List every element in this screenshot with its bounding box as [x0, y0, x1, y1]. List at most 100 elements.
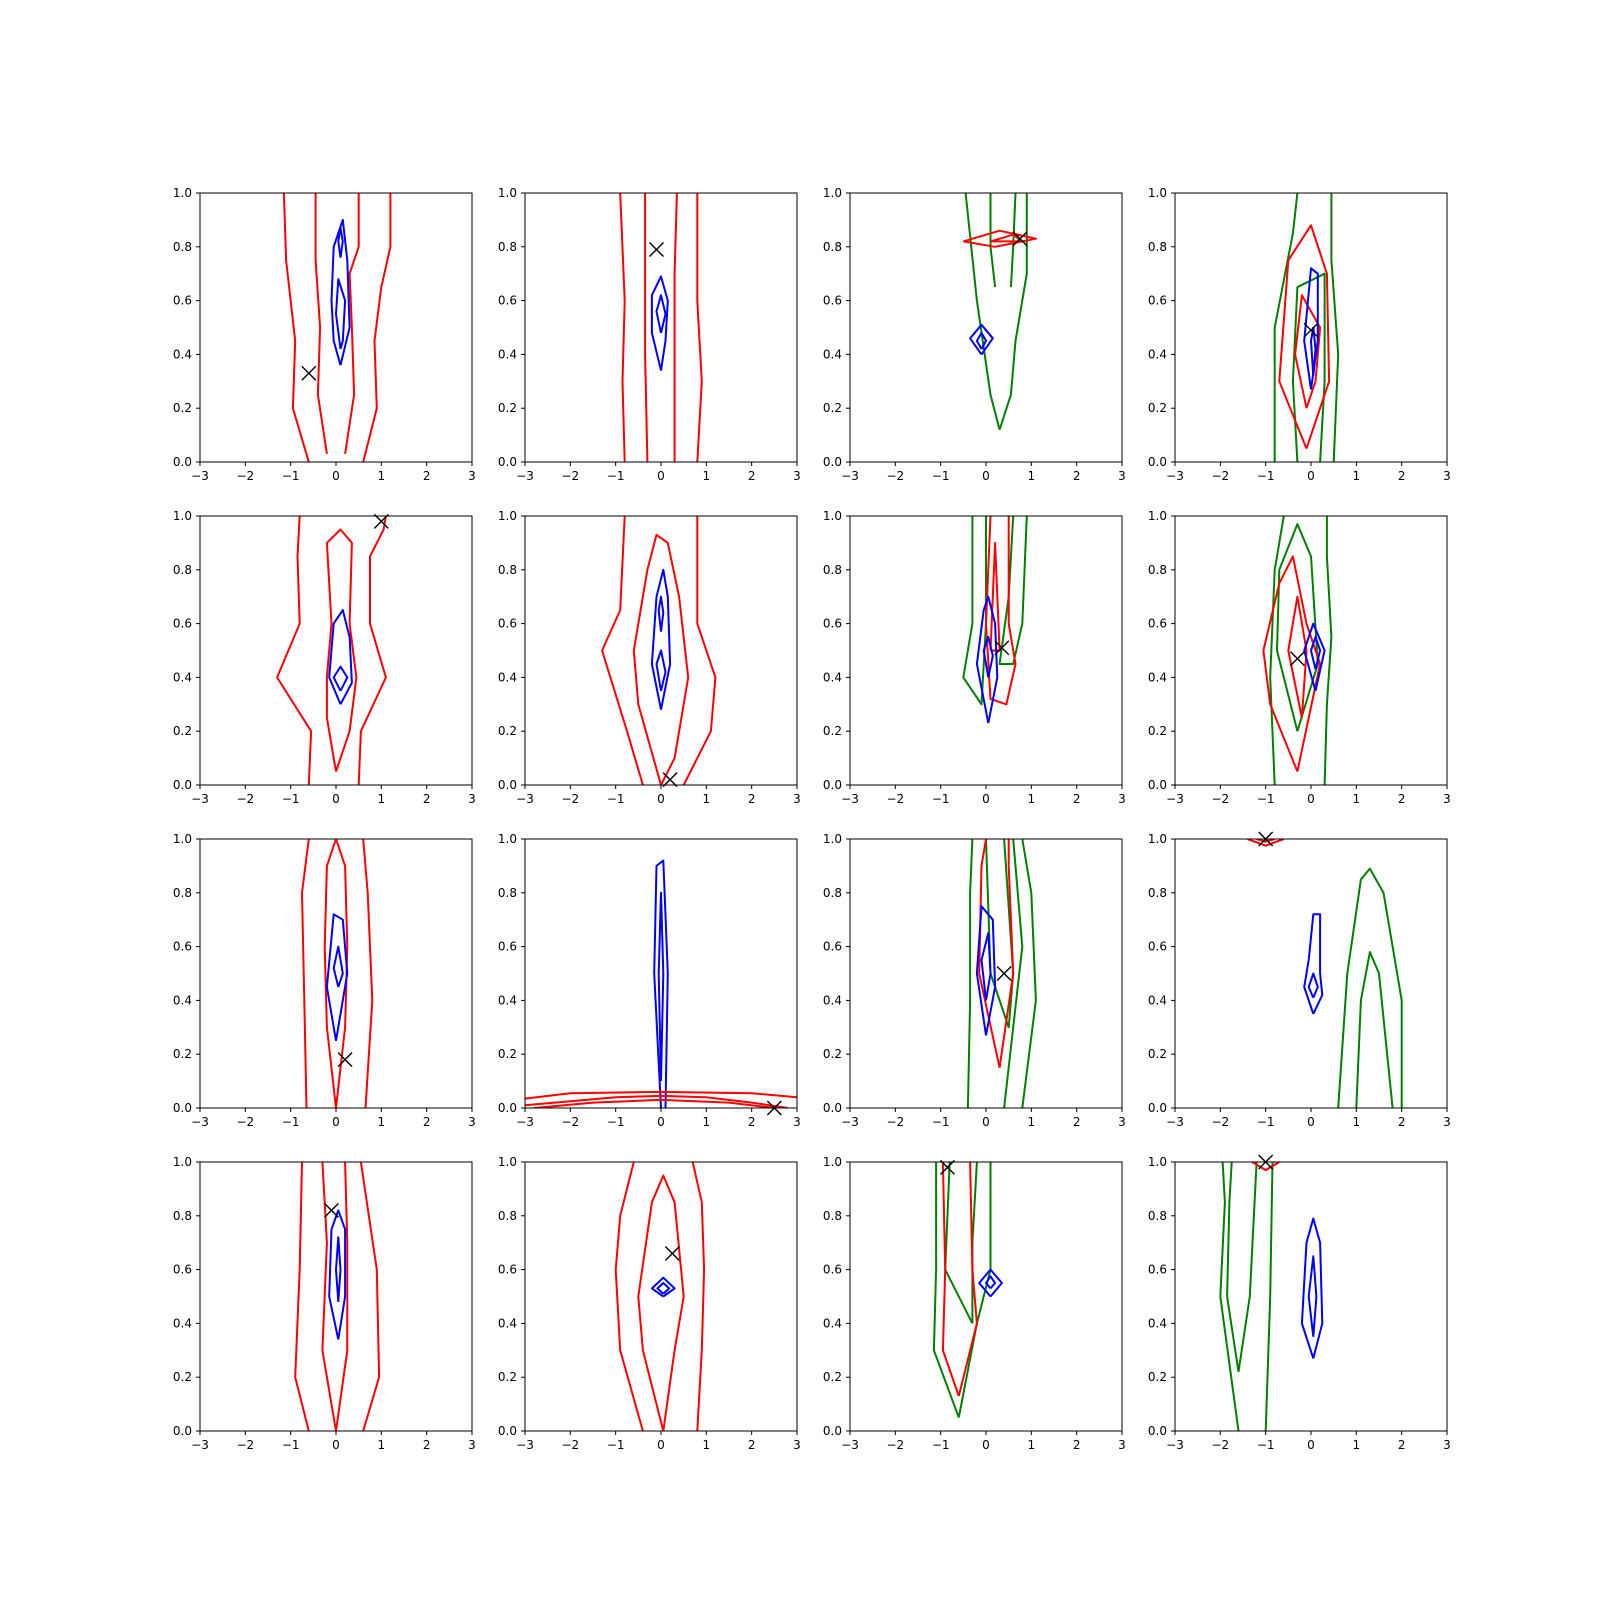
contour-red-2	[362, 839, 374, 1108]
y-tick-label: 0.8	[498, 1209, 517, 1223]
plot-area	[301, 839, 374, 1108]
y-tick-label: 0.4	[1148, 347, 1167, 361]
y-tick-label: 1.0	[173, 832, 192, 846]
x-marker	[1258, 831, 1274, 847]
x-tick-label: −2	[561, 1438, 579, 1452]
x-tick-label: −1	[607, 1115, 625, 1129]
x-tick-label: 1	[1028, 792, 1036, 806]
x-tick-label: 3	[468, 1115, 476, 1129]
contour-green-2	[1021, 839, 1037, 1108]
panel-10: −3 −2 −1 0 1 2 3 0.0 0.2 0.4 0.6 0.8 1.0	[498, 832, 801, 1129]
y-tick-label: 1.0	[498, 1155, 517, 1169]
contour-blue-8	[985, 1275, 997, 1290]
y-tick-label: 0.8	[823, 240, 842, 254]
x-tick-label: −2	[886, 1115, 904, 1129]
y-tick-label: 0.4	[1148, 1316, 1167, 1330]
contour-red-5	[1251, 1162, 1280, 1172]
contour-blue-4	[650, 568, 672, 710]
contour-red-3	[985, 516, 1017, 706]
contour-red-1	[614, 1162, 644, 1431]
x-marker	[1303, 322, 1319, 338]
contour-green-1	[1269, 516, 1285, 785]
y-tick-label: 1.0	[173, 509, 192, 523]
contour-red-2	[359, 1162, 381, 1431]
x-tick-label: −2	[1211, 1115, 1229, 1129]
x-tick-label: 2	[423, 469, 431, 483]
contour-red-5	[963, 229, 1037, 248]
y-tick-label: 0.6	[1148, 294, 1167, 308]
y-tick-label: 0.6	[498, 294, 517, 308]
y-tick-label: 0.8	[1148, 240, 1167, 254]
x-tick-label: 2	[1398, 469, 1406, 483]
contour-blue-7	[337, 227, 344, 258]
x-tick-label: 3	[793, 1115, 801, 1129]
y-tick-label: 0.8	[498, 886, 517, 900]
panel-6: −3 −2 −1 0 1 2 3 0.0 0.2 0.4 0.6 0.8 1.0	[498, 509, 801, 806]
x-tick-label: 1	[378, 1438, 386, 1452]
y-tick-label: 0.4	[823, 347, 842, 361]
plot-area	[282, 193, 392, 462]
x-tick-label: 1	[378, 469, 386, 483]
x-tick-label: 1	[1028, 469, 1036, 483]
axes-frame	[199, 515, 473, 786]
x-tick-label: 0	[332, 1115, 340, 1129]
contour-red-6	[990, 233, 1024, 243]
contour-blue-6	[1303, 267, 1319, 390]
y-tick-label: 0.4	[173, 670, 192, 684]
x-tick-label: 0	[982, 1438, 990, 1452]
contour-red-1	[1247, 839, 1285, 847]
contour-red-3	[321, 1162, 337, 1431]
y-tick-label: 0.2	[498, 1370, 517, 1384]
contour-blue-7	[969, 323, 994, 355]
x-tick-label: 3	[1443, 792, 1451, 806]
axes-frame	[849, 838, 1123, 1109]
plot-area	[1262, 516, 1333, 785]
x-tick-label: −1	[282, 469, 300, 483]
y-tick-label: 0.6	[1148, 940, 1167, 954]
contour-green-1	[998, 193, 1028, 431]
panel-3: −3 −2 −1 0 1 2 3 0.0 0.2 0.4 0.6 0.8 1.0	[823, 186, 1126, 483]
x-tick-label: −2	[886, 1438, 904, 1452]
x-tick-label: −2	[561, 469, 579, 483]
x-tick-label: −3	[1166, 792, 1184, 806]
contour-blue-7	[1310, 636, 1322, 670]
contour-green-2	[957, 1162, 992, 1418]
x-tick-label: −3	[1166, 469, 1184, 483]
axes-frame	[849, 1161, 1123, 1432]
contour-red-4	[989, 541, 1001, 652]
y-tick-label: 0.2	[823, 1370, 842, 1384]
contour-blue-6	[982, 636, 994, 678]
x-tick-label: 2	[748, 792, 756, 806]
y-tick-label: 0.4	[173, 1316, 192, 1330]
y-tick-label: 0.6	[1148, 1263, 1167, 1277]
x-tick-label: −2	[1211, 469, 1229, 483]
x-tick-label: −3	[191, 792, 209, 806]
x-tick-label: 3	[1118, 469, 1126, 483]
contour-red-2	[344, 193, 360, 455]
y-tick-label: 1.0	[1148, 1155, 1167, 1169]
x-tick-label: −3	[841, 1438, 859, 1452]
x-tick-label: 1	[703, 1115, 711, 1129]
contour-red-4	[362, 193, 392, 462]
contour-blue-6	[655, 294, 667, 334]
y-tick-label: 1.0	[823, 186, 842, 200]
contour-blue-6	[335, 278, 347, 350]
y-tick-label: 0.8	[173, 563, 192, 577]
x-tick-label: −1	[1257, 1115, 1275, 1129]
plot-area	[619, 193, 703, 462]
x-marker	[939, 1159, 955, 1175]
y-tick-label: 0.6	[498, 617, 517, 631]
y-tick-label: 0.2	[823, 724, 842, 738]
y-tick-label: 0.4	[1148, 670, 1167, 684]
contour-blue-4	[325, 913, 349, 1041]
y-tick-label: 0.2	[498, 724, 517, 738]
x-tick-label: 3	[1118, 792, 1126, 806]
y-tick-label: 0.8	[173, 240, 192, 254]
panel-16: −3 −2 −1 0 1 2 3 0.0 0.2 0.4 0.6 0.8 1.0	[1148, 1154, 1451, 1452]
x-tick-label: −2	[236, 1438, 254, 1452]
y-tick-label: 0.6	[173, 617, 192, 631]
contour-blue-1	[653, 859, 669, 1108]
contour-blue-4	[650, 1276, 676, 1298]
x-tick-label: 1	[703, 469, 711, 483]
axes-frame	[849, 192, 1123, 463]
